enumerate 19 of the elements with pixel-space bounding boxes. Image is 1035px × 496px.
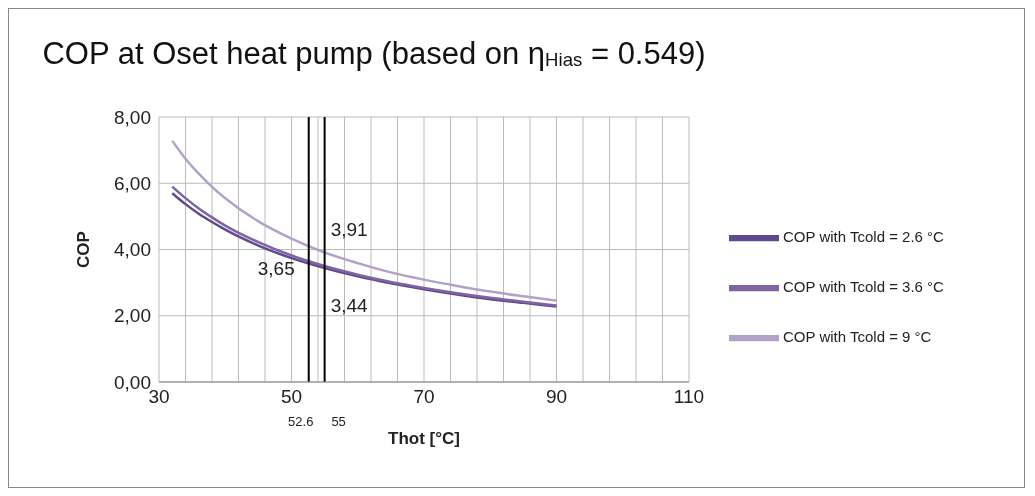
ref-line-label: 55	[331, 414, 346, 429]
y-tick-label: 0,00	[114, 371, 151, 393]
x-tick-label: 110	[673, 386, 705, 408]
y-tick-label: 6,00	[114, 172, 151, 194]
x-tick-label: 50	[280, 386, 303, 408]
legend-label: COP with Tcold = 9 °C	[783, 327, 932, 345]
y-tick-label: 8,00	[114, 106, 151, 128]
ref-line-label: 52.6	[288, 414, 314, 429]
y-axis-title: COP	[74, 231, 94, 268]
annotation: 3,44	[330, 295, 369, 316]
x-tick-label: 90	[545, 386, 568, 408]
legend-label: COP with Tcold = 3.6 °C	[783, 277, 944, 295]
y-tick-label: 4,00	[114, 239, 151, 261]
annotation: 3,91	[330, 218, 368, 240]
y-tick-label: 2,00	[114, 305, 151, 327]
legend-label: COP with Tcold = 2.6 °C	[783, 227, 944, 245]
x-axis-title: Thot [°C]	[388, 429, 460, 448]
x-tick-label: 70	[413, 386, 435, 408]
annotation: 3,65	[257, 258, 295, 280]
